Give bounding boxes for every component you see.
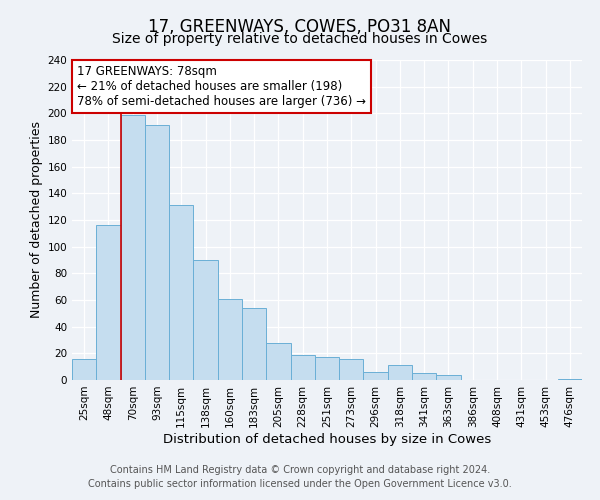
Bar (145, 126, 169, 380)
Bar (436, 374, 461, 380)
Y-axis label: Number of detached properties: Number of detached properties (30, 122, 43, 318)
Bar (242, 308, 266, 380)
Text: Size of property relative to detached houses in Cowes: Size of property relative to detached ho… (112, 32, 488, 46)
Text: 17, GREENWAYS, COWES, PO31 8AN: 17, GREENWAYS, COWES, PO31 8AN (149, 18, 452, 36)
Bar (193, 260, 218, 380)
Bar (169, 206, 193, 380)
Bar (412, 374, 436, 380)
Bar (121, 114, 145, 380)
Bar (339, 358, 364, 380)
Text: Contains HM Land Registry data © Crown copyright and database right 2024.
Contai: Contains HM Land Registry data © Crown c… (88, 465, 512, 489)
Text: 17 GREENWAYS: 78sqm
← 21% of detached houses are smaller (198)
78% of semi-detac: 17 GREENWAYS: 78sqm ← 21% of detached ho… (77, 65, 366, 108)
Bar (388, 366, 412, 380)
Bar (315, 358, 339, 380)
Bar (72, 358, 96, 380)
Bar (290, 354, 315, 380)
Bar (558, 378, 582, 380)
Bar (364, 372, 388, 380)
X-axis label: Distribution of detached houses by size in Cowes: Distribution of detached houses by size … (163, 432, 491, 446)
Bar (218, 298, 242, 380)
Bar (96, 226, 121, 380)
Bar (266, 342, 290, 380)
